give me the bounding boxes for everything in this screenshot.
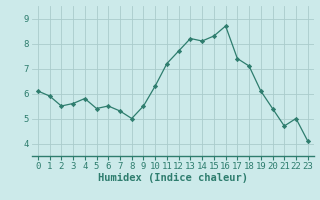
X-axis label: Humidex (Indice chaleur): Humidex (Indice chaleur)	[98, 173, 248, 183]
